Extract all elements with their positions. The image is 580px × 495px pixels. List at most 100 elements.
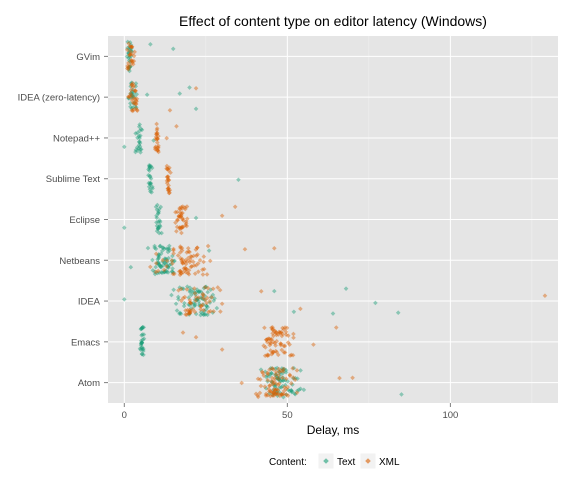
data-point xyxy=(126,95,131,101)
data-point xyxy=(182,294,188,300)
data-point xyxy=(186,311,192,316)
data-point xyxy=(130,108,136,114)
data-point xyxy=(178,213,184,218)
data-point xyxy=(288,388,294,393)
data-point xyxy=(291,309,297,315)
data-point xyxy=(184,266,189,272)
data-point xyxy=(187,302,193,308)
data-point xyxy=(146,172,151,178)
data-point xyxy=(278,330,283,336)
data-point xyxy=(153,251,159,257)
data-point xyxy=(155,202,160,208)
data-point xyxy=(280,331,285,337)
data-point xyxy=(266,336,272,341)
data-point xyxy=(155,226,161,231)
data-point xyxy=(285,340,291,345)
data-point xyxy=(171,251,176,256)
data-point xyxy=(198,289,204,294)
data-point xyxy=(155,140,160,145)
data-point xyxy=(154,228,160,234)
data-point xyxy=(156,219,161,225)
data-point xyxy=(192,271,198,276)
data-point xyxy=(130,105,136,111)
data-point xyxy=(127,43,133,49)
data-point xyxy=(138,342,144,348)
data-point xyxy=(258,367,264,372)
data-point xyxy=(268,393,273,399)
data-point xyxy=(176,214,182,219)
data-point xyxy=(179,257,184,263)
data-point xyxy=(158,264,163,270)
data-point xyxy=(200,311,205,316)
data-point xyxy=(154,136,160,142)
data-point xyxy=(201,293,206,298)
data-point xyxy=(150,184,155,190)
data-point xyxy=(333,325,339,330)
legend-key-marker xyxy=(323,458,329,464)
data-point xyxy=(194,253,199,259)
data-point xyxy=(195,296,200,302)
data-point xyxy=(200,302,206,308)
data-point xyxy=(147,165,152,171)
data-point xyxy=(273,391,278,397)
data-point xyxy=(267,342,273,348)
data-point xyxy=(182,265,188,271)
data-point xyxy=(147,163,153,169)
data-point xyxy=(156,209,162,214)
data-point xyxy=(187,309,192,314)
data-point xyxy=(276,381,282,386)
data-point xyxy=(188,306,194,311)
data-point xyxy=(156,254,162,260)
data-point xyxy=(278,341,284,347)
data-point xyxy=(283,376,289,382)
data-point xyxy=(124,47,130,53)
data-point xyxy=(134,91,140,97)
data-point xyxy=(267,373,272,379)
data-point xyxy=(155,145,160,150)
data-point xyxy=(198,303,204,309)
data-point xyxy=(204,303,209,309)
data-point xyxy=(176,213,182,219)
data-point xyxy=(273,372,279,377)
data-point xyxy=(188,254,194,259)
data-point xyxy=(270,390,276,396)
data-point xyxy=(158,204,164,210)
data-point xyxy=(268,389,274,395)
data-point xyxy=(187,310,193,316)
data-point xyxy=(173,209,178,215)
data-point xyxy=(184,259,190,264)
data-point xyxy=(184,223,190,229)
data-point xyxy=(192,309,198,315)
data-point xyxy=(141,346,146,352)
data-point xyxy=(184,204,190,209)
data-point xyxy=(273,369,279,375)
data-point xyxy=(207,298,212,304)
data-point xyxy=(140,325,145,330)
data-point xyxy=(164,135,169,141)
data-point xyxy=(258,288,264,294)
data-point xyxy=(139,340,145,345)
data-point xyxy=(155,260,161,266)
data-point xyxy=(262,353,268,359)
data-point xyxy=(184,287,190,292)
data-point xyxy=(257,377,263,382)
data-point xyxy=(129,44,134,50)
data-point xyxy=(158,243,163,249)
data-point xyxy=(273,330,279,336)
data-point xyxy=(134,107,140,113)
data-point xyxy=(128,87,134,93)
data-point xyxy=(136,139,142,145)
data-point xyxy=(132,94,137,100)
data-point xyxy=(177,225,183,230)
data-point xyxy=(272,384,278,390)
data-point xyxy=(285,333,291,338)
data-point xyxy=(266,386,272,392)
data-point xyxy=(268,341,274,346)
data-point xyxy=(209,295,215,300)
data-point xyxy=(167,187,173,193)
data-point xyxy=(178,204,184,210)
data-point xyxy=(177,214,182,220)
data-point xyxy=(272,329,278,335)
data-point xyxy=(255,376,261,382)
data-point xyxy=(140,337,146,343)
